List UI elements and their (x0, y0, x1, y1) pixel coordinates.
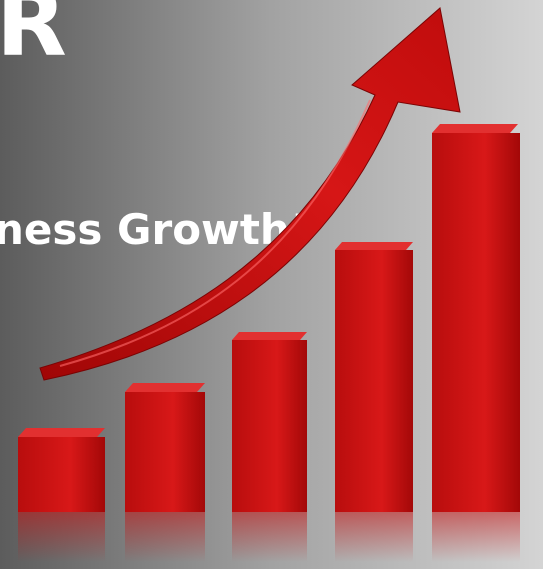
bar-4 (335, 242, 413, 562)
arrow (39, 7, 461, 381)
headline-fragment: R (0, 0, 67, 77)
tagline-fragment: ness Growth” (0, 205, 317, 254)
bar-2 (125, 383, 205, 562)
bar-5 (432, 124, 520, 562)
bars (18, 124, 520, 562)
bar-1 (18, 428, 105, 562)
bar-3 (232, 332, 307, 562)
